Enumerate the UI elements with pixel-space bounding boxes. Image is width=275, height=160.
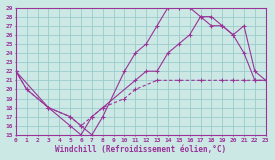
X-axis label: Windchill (Refroidissement éolien,°C): Windchill (Refroidissement éolien,°C) (55, 145, 226, 154)
